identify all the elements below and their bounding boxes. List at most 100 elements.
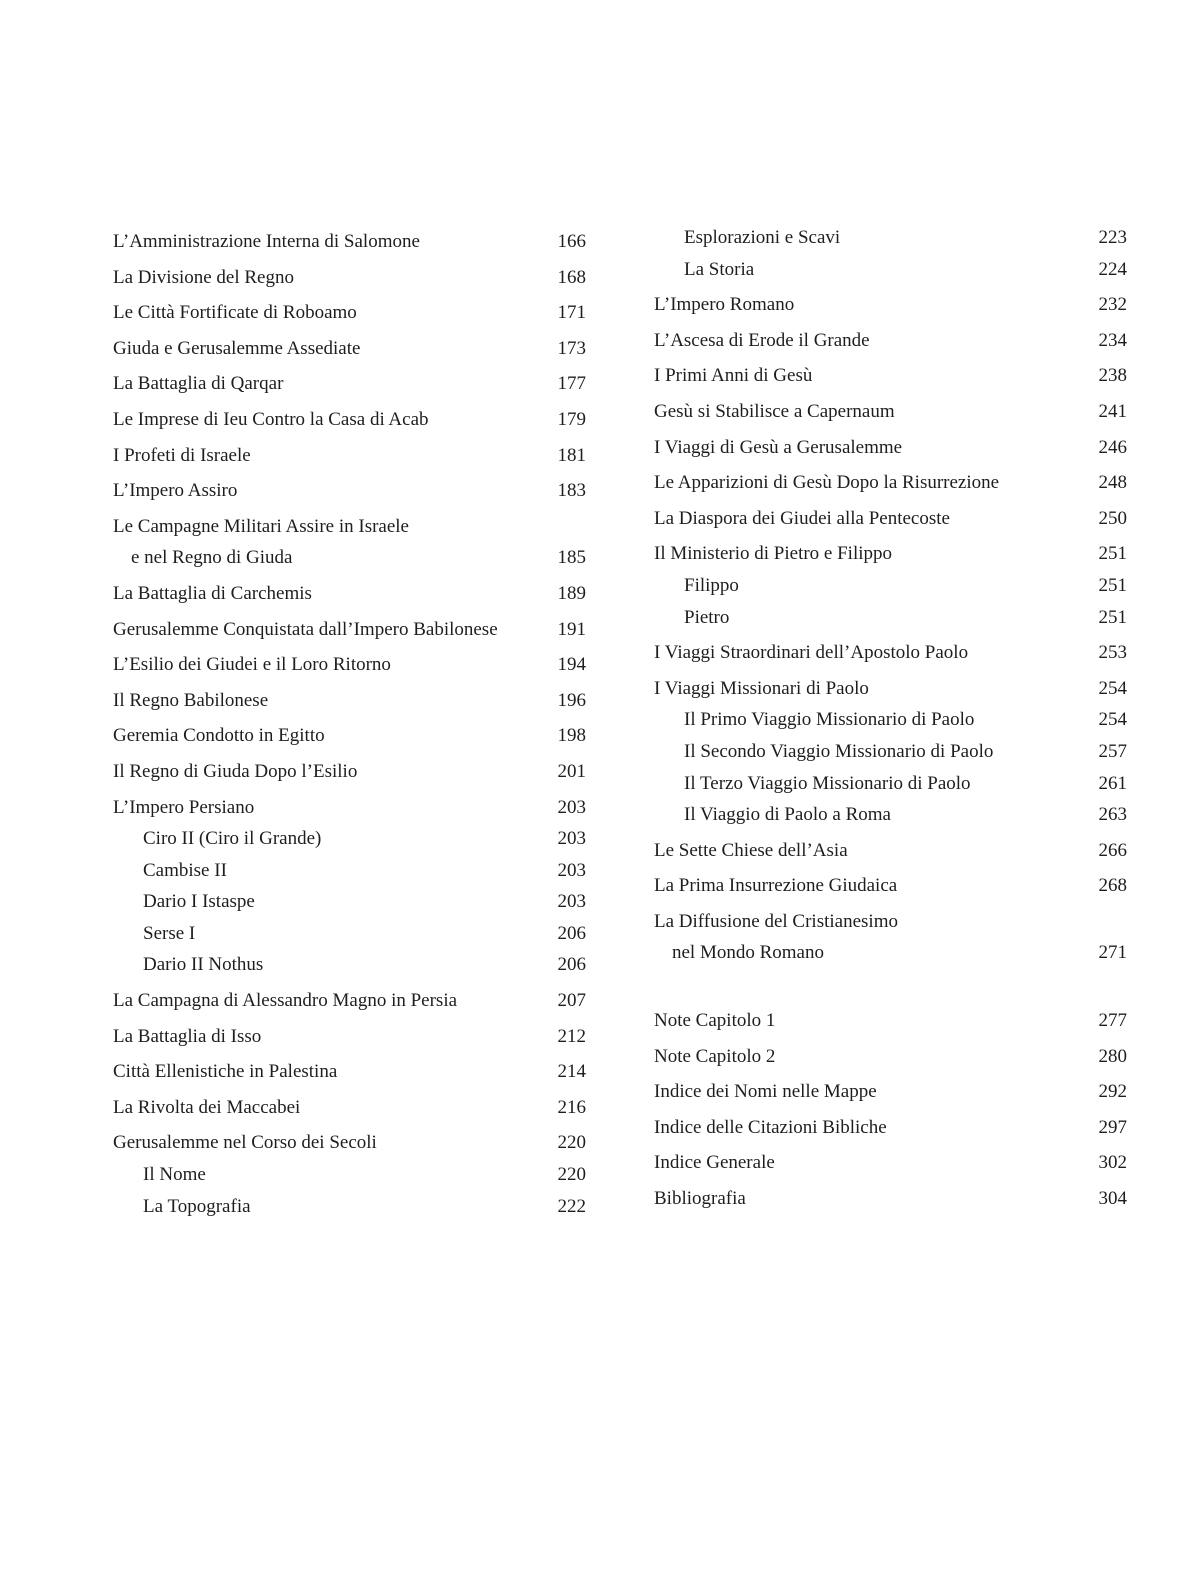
page-number: 201 bbox=[557, 760, 587, 782]
entry-title: L’Impero Assiro bbox=[113, 480, 238, 502]
entry-title: I Viaggi Straordinari dell’Apostolo Paol… bbox=[654, 642, 969, 664]
toc-subentry: Dario I Istaspe 203 bbox=[113, 886, 586, 918]
toc-column-left: L’Amministrazione Interna di Salomone 166… bbox=[113, 222, 586, 1222]
entry-title: La Diaspora dei Giudei alla Pentecoste bbox=[654, 507, 950, 529]
toc-entry: I Viaggi Missionari di Paolo 254 bbox=[654, 673, 1127, 705]
entry-title: I Viaggi di Gesù a Gerusalemme bbox=[654, 436, 903, 458]
page-number: 220 bbox=[557, 1164, 587, 1186]
toc-subentry: Il Primo Viaggio Missionario di Paolo 254 bbox=[654, 704, 1127, 736]
entry-title: Note Capitolo 1 bbox=[654, 1010, 776, 1032]
entry-title: La Battaglia di Carchemis bbox=[113, 582, 312, 604]
page-number: 220 bbox=[557, 1132, 587, 1154]
toc-entry: I Profeti di Israele 181 bbox=[113, 440, 586, 472]
page-number: 280 bbox=[1098, 1045, 1128, 1067]
entry-title: I Primi Anni di Gesù bbox=[654, 365, 813, 387]
entry-title: Note Capitolo 2 bbox=[654, 1045, 776, 1067]
page-number: 223 bbox=[1098, 227, 1128, 248]
entry-title: Le Sette Chiese dell’Asia bbox=[654, 839, 848, 861]
page-number: 194 bbox=[557, 654, 587, 676]
page-number: 222 bbox=[557, 1195, 587, 1217]
page-number: 268 bbox=[1098, 875, 1128, 897]
toc-subentry: Cambise II 203 bbox=[113, 855, 586, 887]
toc-entry: La Campagna di Alessandro Magno in Persi… bbox=[113, 985, 586, 1017]
entry-title: La Diffusione del Cristianesimo bbox=[654, 910, 898, 932]
page-number: 196 bbox=[557, 689, 587, 711]
entry-title: I Viaggi Missionari di Paolo bbox=[654, 677, 869, 699]
toc-entry: La Diaspora dei Giudei alla Pentecoste 25… bbox=[654, 503, 1127, 535]
entry-title: Esplorazioni e Scavi bbox=[684, 227, 841, 248]
entry-title: La Battaglia di Qarqar bbox=[113, 373, 284, 395]
toc-entry: La Prima Insurrezione Giudaica 268 bbox=[654, 870, 1127, 902]
toc-entry: Note Capitolo 1 277 bbox=[654, 1005, 1127, 1037]
page-number: 297 bbox=[1098, 1116, 1128, 1138]
entry-title: Il Viaggio di Paolo a Roma bbox=[684, 804, 891, 826]
page-number: 266 bbox=[1098, 839, 1128, 861]
toc-entry: I Primi Anni di Gesù 238 bbox=[654, 360, 1127, 392]
toc-entry: Il Regno Babilonese 196 bbox=[113, 685, 586, 717]
page-number: 253 bbox=[1098, 642, 1128, 664]
toc-entry: Le Apparizioni di Gesù Dopo la Risurrezi… bbox=[654, 467, 1127, 499]
entry-title: Indice delle Citazioni Bibliche bbox=[654, 1116, 887, 1138]
toc-entry: Indice dei Nomi nelle Mappe 292 bbox=[654, 1076, 1127, 1108]
toc-entry: L’Impero Romano 232 bbox=[654, 289, 1127, 321]
page-number: 189 bbox=[557, 582, 587, 604]
entry-title: Il Ministerio di Pietro e Filippo bbox=[654, 543, 893, 565]
page-number: 271 bbox=[1098, 942, 1128, 964]
page-number: 251 bbox=[1098, 543, 1128, 565]
toc-entry: L’Ascesa di Erode il Grande 234 bbox=[654, 325, 1127, 357]
toc-entry: La Battaglia di Qarqar 177 bbox=[113, 368, 586, 400]
entry-title: La Storia bbox=[684, 258, 755, 280]
toc-entry: Gesù si Stabilisce a Capernaum 241 bbox=[654, 396, 1127, 428]
page-number: 257 bbox=[1098, 740, 1128, 762]
entry-title: Serse I bbox=[143, 922, 196, 944]
toc-entry: Indice delle Citazioni Bibliche 297 bbox=[654, 1112, 1127, 1144]
entry-title: La Topografia bbox=[143, 1195, 251, 1217]
entry-title: L’Impero Romano bbox=[654, 294, 795, 316]
entry-title: Il Regno di Giuda Dopo l’Esilio bbox=[113, 760, 358, 782]
page-number: 179 bbox=[557, 408, 587, 430]
entry-title: Il Primo Viaggio Missionario di Paolo bbox=[684, 709, 975, 731]
page-number: 254 bbox=[1098, 709, 1128, 731]
page-number: 171 bbox=[557, 302, 587, 324]
toc-subentry: Esplorazioni e Scavi 223 bbox=[654, 222, 1127, 254]
page-number: 250 bbox=[1098, 507, 1128, 529]
toc-entry: L’Impero Assiro 183 bbox=[113, 475, 586, 507]
page-number: 177 bbox=[557, 373, 587, 395]
toc-entry: Il Ministerio di Pietro e Filippo 251 bbox=[654, 538, 1127, 570]
page-number: 241 bbox=[1098, 400, 1128, 422]
page-number: 277 bbox=[1098, 1010, 1128, 1032]
toc-entry: Bibliografia 304 bbox=[654, 1183, 1127, 1215]
entry-title-continuation: nel Mondo Romano bbox=[672, 942, 824, 964]
toc-entry: Gerusalemme nel Corso dei Secoli 220 bbox=[113, 1127, 586, 1159]
page-number: 185 bbox=[557, 547, 587, 569]
page-number: 216 bbox=[557, 1096, 587, 1118]
page-number: 198 bbox=[557, 725, 587, 747]
toc-subentry: Serse I 206 bbox=[113, 918, 586, 950]
page-number: 173 bbox=[557, 337, 587, 359]
page-number: 214 bbox=[557, 1061, 587, 1083]
entry-title: Filippo bbox=[684, 574, 739, 596]
page-number: 206 bbox=[557, 954, 587, 976]
entry-title: La Rivolta dei Maccabei bbox=[113, 1096, 301, 1118]
toc-entry: Geremia Condotto in Egitto 198 bbox=[113, 720, 586, 752]
entry-title: La Divisione del Regno bbox=[113, 266, 294, 288]
toc-subentry: Filippo 251 bbox=[654, 570, 1127, 602]
toc-entry: Indice Generale 302 bbox=[654, 1147, 1127, 1179]
entry-title: Le Città Fortificate di Roboamo bbox=[113, 302, 357, 324]
toc-entry: Le Imprese di Ieu Contro la Casa di Acab… bbox=[113, 404, 586, 436]
toc-entry: La Battaglia di Carchemis 189 bbox=[113, 578, 586, 610]
page-number: 254 bbox=[1098, 677, 1128, 699]
page-number: 191 bbox=[557, 618, 587, 640]
page-number: 248 bbox=[1098, 472, 1128, 494]
toc-entry: L’Amministrazione Interna di Salomone 166 bbox=[113, 226, 586, 258]
page-number: 207 bbox=[557, 990, 587, 1012]
entry-title: Gesù si Stabilisce a Capernaum bbox=[654, 400, 895, 422]
toc-subentry: Il Secondo Viaggio Missionario di Paolo 2… bbox=[654, 736, 1127, 768]
entry-title: L’Amministrazione Interna di Salomone bbox=[113, 231, 420, 252]
entry-title: Geremia Condotto in Egitto bbox=[113, 725, 325, 747]
page-number: 251 bbox=[1098, 574, 1128, 596]
toc-subentry: Dario II Nothus 206 bbox=[113, 949, 586, 981]
page-number: 292 bbox=[1098, 1081, 1128, 1103]
page-number: 246 bbox=[1098, 436, 1128, 458]
entry-title: Indice Generale bbox=[654, 1152, 775, 1174]
